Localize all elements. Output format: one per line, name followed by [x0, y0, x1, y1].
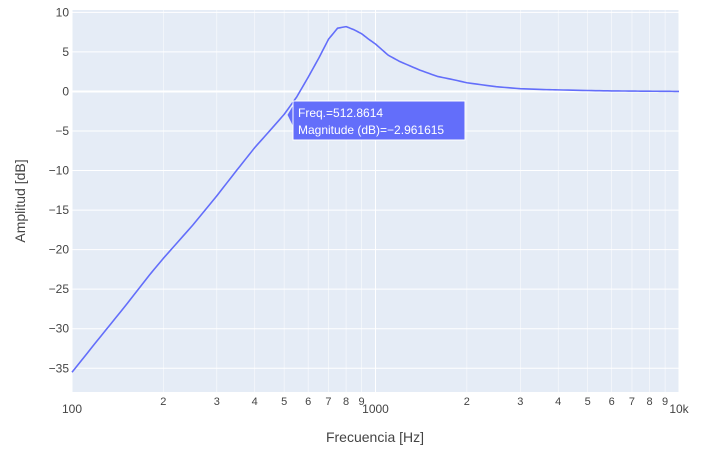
x-minor-tick-label: 5 — [585, 396, 591, 408]
hover-tooltip: Freq.=512.8614 Magnitude (dB)=−2.961615 — [287, 100, 466, 141]
y-tick-label: −30 — [49, 322, 70, 336]
x-minor-tick-label: 7 — [629, 396, 635, 408]
x-minor-tick-label: 9 — [359, 396, 365, 408]
y-tick-label: −25 — [49, 282, 70, 296]
grid-lines — [71, 10, 680, 392]
x-tick-label: 10k — [669, 402, 689, 416]
x-minor-tick-label: 3 — [214, 396, 220, 408]
hover-magnitude-label: Magnitude (dB)=−2.961615 — [298, 123, 444, 137]
x-minor-tick-label: 5 — [281, 396, 287, 408]
y-tick-label: −20 — [49, 243, 70, 257]
x-minor-tick-label: 2 — [160, 396, 166, 408]
y-tick-label: −35 — [49, 361, 70, 375]
hover-freq-label: Freq.=512.8614 — [298, 106, 383, 120]
y-tick-label: 5 — [62, 45, 69, 59]
x-axis-title: Frecuencia [Hz] — [326, 429, 424, 445]
x-minor-tick-label: 3 — [517, 396, 523, 408]
x-minor-tick-label: 8 — [647, 396, 653, 408]
series-line[interactable] — [71, 25, 680, 373]
y-axis-ticks: 10 5 0 −5 −10 −15 −20 −25 −30 −35 — [49, 5, 70, 375]
x-minor-tick-label: 6 — [305, 396, 311, 408]
hover-tooltip-box — [292, 100, 466, 141]
x-tick-label: 1000 — [362, 402, 389, 416]
x-minor-tick-label: 2 — [464, 396, 470, 408]
y-tick-label: 0 — [62, 84, 69, 98]
x-minor-tick-label: 6 — [609, 396, 615, 408]
y-tick-label: 10 — [56, 5, 70, 19]
x-minor-tick-label: 9 — [662, 396, 668, 408]
x-minor-tick-label: 8 — [343, 396, 349, 408]
series-layer — [71, 25, 680, 373]
y-axis-title: Amplitud [dB] — [12, 159, 28, 242]
x-minor-tick-label: 4 — [252, 396, 258, 408]
y-tick-label: −15 — [49, 203, 70, 217]
x-tick-label: 100 — [62, 402, 82, 416]
y-tick-label: −10 — [49, 164, 70, 178]
x-minor-tick-label: 4 — [555, 396, 561, 408]
hover-tooltip-arrow — [287, 104, 294, 128]
x-minor-tick-label: 7 — [325, 396, 331, 408]
y-tick-label: −5 — [55, 124, 69, 138]
